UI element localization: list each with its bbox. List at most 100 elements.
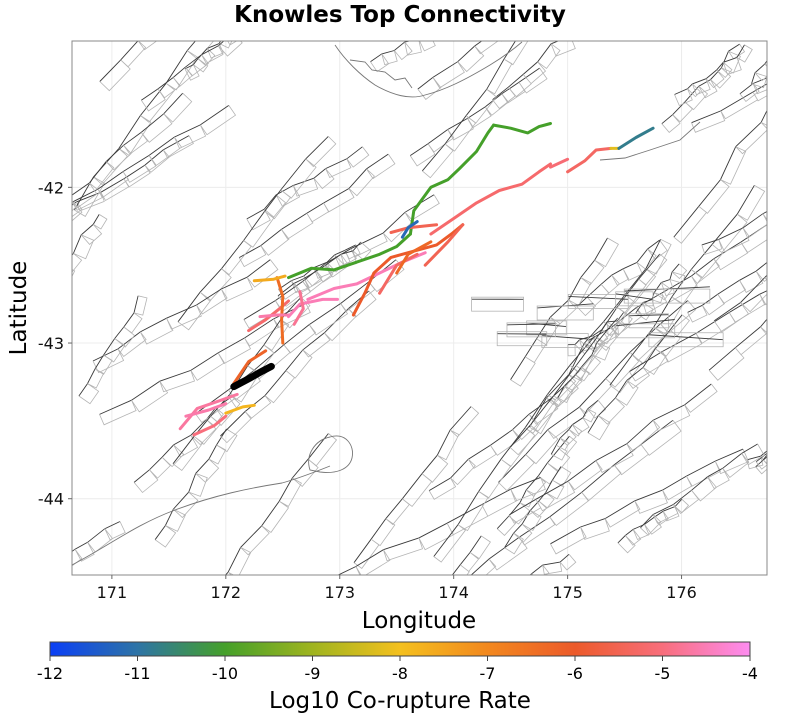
- fault-subsection-outline: [769, 336, 800, 498]
- y-axis-ticks: -42 -43 -44: [38, 178, 72, 509]
- background-fault: [769, 336, 800, 488]
- background-fault: [370, 41, 412, 63]
- fault-subsection-outline: [492, 41, 579, 110]
- colorbar-label: Log10 Co-rupture Rate: [269, 688, 531, 714]
- background-fault: [529, 553, 570, 575]
- fault-subsection-outline: [762, 459, 767, 464]
- map-title: Knowles Top Connectivity: [234, 2, 566, 28]
- background-faults: [72, 41, 800, 575]
- fault-subsection-outline: [99, 303, 311, 426]
- fault-subsection-outline: [72, 105, 237, 222]
- fault-subsection-outline: [353, 406, 480, 569]
- colorbar-tick-label: -12: [37, 664, 63, 683]
- fault-subsection-outline: [277, 241, 372, 307]
- y-tick-label: -42: [38, 178, 64, 197]
- fault-subsection-outline: [504, 466, 572, 555]
- background-fault: [568, 295, 629, 300]
- background-fault: [674, 44, 745, 95]
- fault-subsection-outline: [471, 296, 524, 312]
- fault-subsection-outline: [92, 259, 279, 374]
- y-tick-label: -44: [38, 490, 64, 509]
- rupture-trace: [275, 276, 285, 345]
- background-fault: [509, 253, 661, 448]
- rupture-trace: [395, 240, 433, 275]
- background-fault: [557, 317, 619, 399]
- fault-subsection-outline: [238, 153, 396, 268]
- background-fault: [739, 77, 767, 95]
- fault-subsection-outline: [72, 135, 194, 218]
- background-fault: [92, 259, 271, 362]
- fault-subsection-outline: [628, 313, 669, 329]
- fault-subsection-outline: [640, 443, 765, 536]
- rupture-trace: [292, 290, 305, 326]
- fault-subsection-outline: [673, 122, 767, 244]
- x-tick-label: 174: [438, 583, 469, 602]
- fault-subsection-outline: [661, 43, 746, 133]
- background-fault: [504, 466, 562, 548]
- background-fault: [99, 41, 139, 82]
- background-fault: [691, 83, 767, 124]
- background-fault: [587, 314, 683, 434]
- fault-subsection-outline: [498, 300, 697, 492]
- background-fault: [648, 334, 724, 341]
- background-fault: [428, 379, 572, 491]
- background-fault: [640, 443, 758, 529]
- background-fault: [615, 319, 675, 327]
- banks-peninsula-coast: [308, 435, 353, 473]
- rupture-trace: [566, 146, 613, 174]
- fault-subsection-outline: [184, 41, 238, 81]
- background-fault: [177, 136, 329, 323]
- background-fault: [506, 323, 556, 326]
- background-fault: [576, 239, 660, 307]
- background-fault: [762, 454, 767, 461]
- x-axis-label: Longitude: [362, 608, 476, 634]
- sounds-coast: [349, 59, 413, 89]
- background-fault: [713, 274, 767, 322]
- fault-subsection-outline: [133, 397, 238, 494]
- fault-subsection-outline: [623, 288, 711, 304]
- colorbar-tick-label: -10: [212, 664, 238, 683]
- background-fault: [451, 535, 482, 575]
- coastline: [72, 41, 701, 566]
- rupture-traces: [178, 122, 655, 437]
- background-fault: [661, 43, 740, 125]
- rupture-trace: [232, 349, 268, 385]
- background-fault: [567, 312, 625, 346]
- fault-subsection-outline: [485, 420, 682, 575]
- x-tick-label: 175: [552, 583, 583, 602]
- background-fault: [628, 314, 669, 317]
- fault-subsection-outline: [615, 323, 676, 339]
- background-fault: [353, 406, 472, 563]
- fault-subsection-outline: [551, 400, 607, 461]
- background-fault: [708, 318, 767, 371]
- background-fault: [417, 41, 483, 90]
- fault-subsection-outline: [246, 146, 370, 231]
- background-fault: [526, 322, 567, 328]
- background-fault: [154, 428, 227, 540]
- fault-subsection-outline: [422, 41, 529, 179]
- source-fault-trace: [230, 362, 275, 391]
- colorbar-tick-label: -5: [655, 664, 671, 683]
- fault-subsection-outline: [567, 294, 629, 309]
- background-fault: [337, 476, 541, 575]
- fault-subsection-outline: [701, 213, 767, 255]
- source-fault: [230, 362, 275, 391]
- background-fault: [673, 109, 767, 238]
- x-tick-label: 176: [666, 583, 697, 602]
- fault-subsection-outline: [140, 41, 243, 112]
- background-fault: [72, 214, 100, 256]
- background-fault: [550, 399, 599, 455]
- background-fault: [509, 383, 712, 516]
- colorbar-tick-label: -9: [305, 664, 321, 683]
- fault-subsection-outline: [576, 239, 668, 317]
- background-fault: [529, 239, 662, 428]
- y-axis-label: Latitude: [6, 261, 32, 356]
- fault-subsection-outline: [536, 305, 594, 321]
- fault-subsection-outline: [72, 92, 193, 212]
- background-fault: [541, 335, 589, 340]
- rupture-trace: [492, 122, 552, 135]
- background-fault: [220, 290, 370, 437]
- background-fault: [78, 295, 139, 397]
- fault-subsection-outline: [78, 295, 148, 405]
